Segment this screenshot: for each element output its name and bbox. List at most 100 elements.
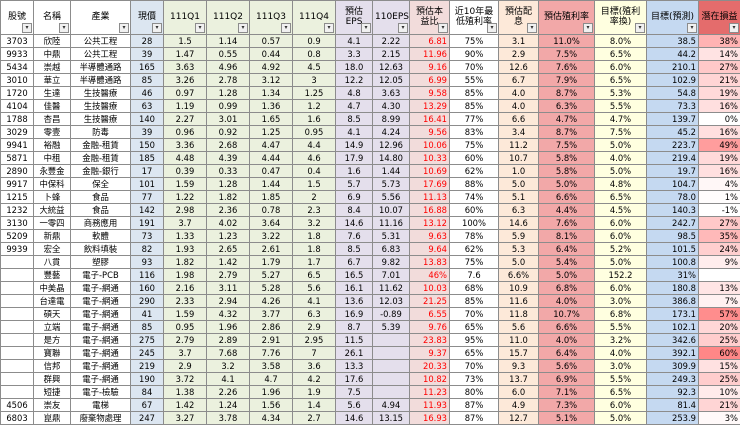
table-cell[interactable]: 116 [131, 269, 164, 282]
table-cell[interactable]: 45.2 [647, 126, 699, 139]
header-cell[interactable]: 目標(預測)▾ [647, 1, 699, 35]
table-cell[interactable]: 60% [699, 347, 740, 360]
table-cell[interactable]: 4.02 [207, 217, 250, 230]
table-cell[interactable]: 欣陸 [34, 35, 71, 48]
table-cell[interactable]: 4104 [1, 100, 34, 113]
table-cell[interactable]: 3029 [1, 126, 34, 139]
table-cell[interactable]: 5.6 [293, 282, 336, 295]
table-cell[interactable]: 8.4 [336, 204, 373, 217]
table-cell[interactable]: 5.0% [595, 256, 647, 269]
table-cell[interactable]: 219 [131, 360, 164, 373]
table-cell[interactable]: 1% [699, 191, 740, 204]
table-cell[interactable]: 4.1 [207, 373, 250, 386]
table-cell[interactable]: 5.0% [595, 412, 647, 425]
table-cell[interactable]: 6.5 [293, 269, 336, 282]
filter-dropdown-icon[interactable]: ▾ [59, 23, 69, 33]
table-cell[interactable]: 1.14 [207, 35, 250, 48]
table-cell[interactable]: 5434 [1, 61, 34, 74]
table-cell[interactable]: 95% [450, 334, 499, 347]
table-cell[interactable]: 185 [131, 152, 164, 165]
table-cell[interactable]: 10.06 [410, 139, 450, 152]
table-cell[interactable]: 生達 [34, 87, 71, 100]
table-cell[interactable]: 11.5 [336, 334, 373, 347]
table-cell[interactable]: 16% [699, 126, 740, 139]
table-cell[interactable]: 16.9 [336, 308, 373, 321]
table-cell[interactable]: 5.7 [336, 178, 373, 191]
table-cell[interactable]: 55% [450, 74, 499, 87]
table-cell[interactable]: 崇越 [34, 61, 71, 74]
table-cell[interactable]: 公共工程 [71, 48, 131, 61]
table-cell[interactable]: 12.05 [373, 74, 410, 87]
table-cell[interactable]: 4.6 [293, 152, 336, 165]
table-cell[interactable]: 寶聯 [34, 347, 71, 360]
table-cell[interactable]: 150 [131, 139, 164, 152]
table-cell[interactable]: 5871 [1, 152, 34, 165]
table-cell[interactable] [1, 347, 34, 360]
table-cell[interactable]: 3.64 [250, 217, 293, 230]
table-cell[interactable]: 6.55 [410, 308, 450, 321]
table-cell[interactable]: 78.0 [647, 191, 699, 204]
table-cell[interactable]: 1.9 [293, 386, 336, 399]
table-cell[interactable]: 2.3 [293, 204, 336, 217]
filter-dropdown-icon[interactable]: ▾ [438, 23, 448, 33]
table-cell[interactable]: 1.6 [293, 113, 336, 126]
table-cell[interactable]: 5.0 [499, 178, 539, 191]
table-cell[interactable]: 342.6 [647, 334, 699, 347]
table-cell[interactable] [1, 360, 34, 373]
table-cell[interactable]: 18.0 [336, 61, 373, 74]
table-cell[interactable]: 4.5 [293, 61, 336, 74]
table-cell[interactable]: 1.22 [164, 191, 207, 204]
table-cell[interactable]: 12.2 [336, 74, 373, 87]
table-cell[interactable]: 4.9 [499, 399, 539, 412]
table-cell[interactable]: 4.1 [336, 126, 373, 139]
table-cell[interactable]: 1.42 [164, 399, 207, 412]
table-cell[interactable]: 電子-檢驗 [71, 386, 131, 399]
table-cell[interactable]: 67 [131, 399, 164, 412]
table-cell[interactable]: 0.95 [164, 321, 207, 334]
table-cell[interactable]: 7.5 [336, 386, 373, 399]
table-cell[interactable]: 7.5% [539, 48, 595, 61]
table-cell[interactable]: 81.4 [647, 399, 699, 412]
table-cell[interactable]: 6.4% [539, 243, 595, 256]
table-cell[interactable]: 1.93 [164, 243, 207, 256]
table-cell[interactable]: 98.5 [647, 230, 699, 243]
table-cell[interactable]: 1.44 [250, 178, 293, 191]
table-cell[interactable]: 4.0% [539, 334, 595, 347]
table-cell[interactable]: 3.0% [595, 360, 647, 373]
table-cell[interactable]: 102.1 [647, 321, 699, 334]
table-cell[interactable]: 7 [293, 347, 336, 360]
table-cell[interactable]: 139.7 [647, 113, 699, 126]
table-cell[interactable]: 6.9% [539, 373, 595, 386]
table-cell[interactable]: 4.2 [293, 373, 336, 386]
table-cell[interactable]: 5.5% [595, 373, 647, 386]
table-cell[interactable]: 立端 [34, 321, 71, 334]
table-cell[interactable]: 77% [450, 113, 499, 126]
table-cell[interactable]: 1.44 [373, 165, 410, 178]
table-cell[interactable]: 63 [131, 100, 164, 113]
table-cell[interactable]: 4.7% [595, 113, 647, 126]
table-cell[interactable]: 金融-租賃 [71, 152, 131, 165]
table-cell[interactable]: 4.4 [293, 139, 336, 152]
filter-dropdown-icon[interactable]: ▾ [583, 23, 593, 33]
table-cell[interactable] [373, 360, 410, 373]
table-cell[interactable]: 3.27 [164, 412, 207, 425]
table-cell[interactable]: 4.8 [336, 87, 373, 100]
table-cell[interactable]: 2.65 [207, 243, 250, 256]
table-cell[interactable]: 0.95 [293, 126, 336, 139]
table-cell[interactable]: 3.6 [293, 360, 336, 373]
table-cell[interactable]: 5.56 [373, 191, 410, 204]
table-cell[interactable]: 75% [450, 35, 499, 48]
table-cell[interactable]: 9% [699, 256, 740, 269]
table-cell[interactable]: 碩天 [34, 308, 71, 321]
table-cell[interactable]: 6.5% [595, 48, 647, 61]
table-cell[interactable]: 62% [450, 165, 499, 178]
table-cell[interactable]: 1.24 [207, 399, 250, 412]
table-cell[interactable]: 9939 [1, 243, 34, 256]
table-cell[interactable]: 20% [699, 321, 740, 334]
table-cell[interactable]: 6.5% [595, 191, 647, 204]
table-cell[interactable]: 3.01 [207, 113, 250, 126]
filter-dropdown-icon[interactable]: ▾ [687, 23, 697, 33]
table-cell[interactable]: 4.44 [250, 152, 293, 165]
table-cell[interactable]: 16.1 [336, 282, 373, 295]
header-cell[interactable]: 近10年最低殖利率▾ [450, 1, 499, 35]
